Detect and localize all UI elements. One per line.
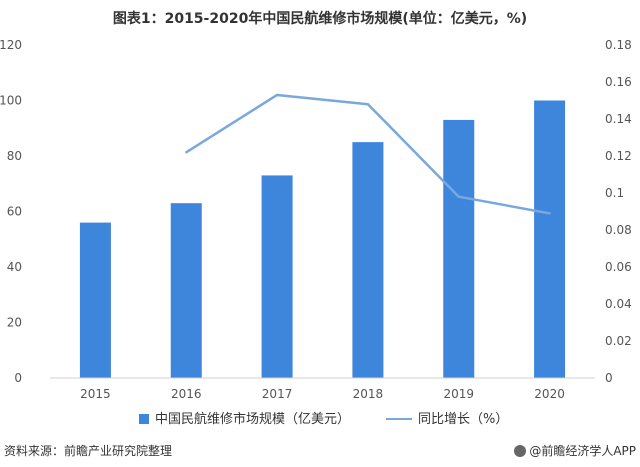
growth-point-2016 [185, 151, 188, 154]
y-left-tick: 60 [7, 205, 22, 219]
x-tick-2020: 2020 [534, 387, 565, 401]
growth-point-2020 [548, 212, 551, 215]
x-tick-2016: 2016 [171, 387, 202, 401]
brand-credit: @前瞻经济学人APP [514, 442, 636, 459]
growth-point-2019 [457, 195, 460, 198]
y-left-tick: 20 [7, 316, 22, 330]
y-right-tick: 0.16 [605, 75, 632, 89]
bar-2019 [443, 119, 475, 379]
y-right-tick: 0.12 [605, 149, 632, 163]
y-right-tick: 0.04 [605, 297, 632, 311]
y-left-tick: 40 [7, 260, 22, 274]
y-left-tick: 0 [14, 371, 22, 385]
source-note: 资料来源：前瞻产业研究院整理 [4, 444, 173, 458]
y-left-tick: 100 [0, 94, 22, 108]
brand-logo-icon [514, 445, 527, 457]
bar-2015 [79, 222, 111, 378]
y-left-tick: 120 [0, 38, 22, 52]
chart-title: 图表1：2015-2020年中国民航维修市场规模(单位：亿美元，%) [112, 11, 528, 27]
axis-ticks: 0 20 40 60 80 100 120 0 0.02 0.04 0.06 0.08 0.1 0.12 0… [0, 38, 632, 401]
y-right-tick: 0 [605, 371, 613, 385]
y-right-tick: 0.02 [605, 334, 632, 348]
bar-2017 [261, 175, 293, 378]
y-left-tick: 80 [7, 149, 22, 163]
legend-bar-swatch [139, 414, 149, 424]
y-right-tick: 0.06 [605, 260, 632, 274]
y-right-tick: 0.14 [605, 112, 632, 126]
legend-bar-label: 中国民航维修市场规模（亿美元） [155, 411, 350, 427]
bar-2018 [352, 142, 384, 378]
y-right-tick: 0.1 [605, 186, 624, 200]
x-tick-2019: 2019 [443, 387, 474, 401]
bar-2020 [534, 100, 566, 378]
x-tick-2015: 2015 [80, 387, 111, 401]
growth-point-2017 [275, 93, 279, 97]
y-right-tick: 0.08 [605, 223, 632, 237]
bar-2016 [170, 203, 202, 378]
growth-point-2018 [366, 103, 370, 106]
legend-line-label: 同比增长（%） [418, 412, 508, 427]
x-tick-2018: 2018 [353, 387, 384, 401]
brand-credit-text: @前瞻经济学人APP [529, 444, 636, 458]
legend: 中国民航维修市场规模（亿美元） 同比增长（%） [139, 411, 508, 427]
growth-line-layer [185, 93, 551, 215]
y-right-tick: 0.18 [605, 38, 632, 52]
x-tick-2017: 2017 [262, 387, 293, 401]
bars [79, 100, 566, 379]
